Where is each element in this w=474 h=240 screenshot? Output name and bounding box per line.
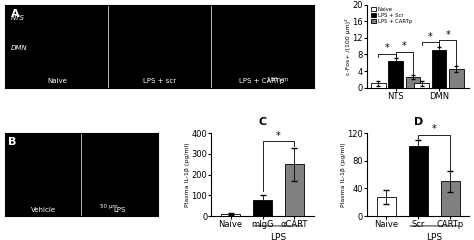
Bar — [253, 200, 272, 216]
Text: *: * — [385, 43, 390, 53]
Text: *: * — [445, 30, 450, 40]
Text: C: C — [258, 117, 266, 127]
Text: LPS: LPS — [426, 233, 442, 240]
Bar — [377, 197, 396, 216]
Bar — [388, 61, 403, 88]
Text: *: * — [402, 41, 407, 51]
Legend: Naive, LPS + Scr, LPS + CARTp: Naive, LPS + Scr, LPS + CARTp — [370, 6, 413, 25]
Text: LPS: LPS — [270, 233, 287, 240]
Text: *: * — [428, 32, 433, 42]
Text: 50 μm: 50 μm — [100, 204, 118, 209]
Bar — [221, 214, 240, 216]
Text: B: B — [8, 137, 16, 147]
Text: *: * — [276, 131, 281, 141]
Text: Naive: Naive — [47, 78, 67, 84]
Text: LPS + scr: LPS + scr — [143, 78, 176, 84]
Bar — [432, 50, 447, 88]
Text: NTS: NTS — [11, 15, 25, 21]
Bar — [406, 77, 420, 88]
Y-axis label: Plasma IL-1β (pg/ml): Plasma IL-1β (pg/ml) — [185, 142, 190, 207]
Text: 100 μm: 100 μm — [267, 77, 289, 82]
Text: Vehicle: Vehicle — [30, 207, 55, 213]
Bar — [414, 84, 429, 88]
Bar — [409, 146, 428, 216]
Text: D: D — [414, 117, 423, 127]
Bar — [371, 84, 386, 88]
Text: *: * — [432, 124, 437, 134]
Text: DMN: DMN — [11, 45, 27, 51]
Text: LPS + CARTp: LPS + CARTp — [238, 78, 283, 84]
Bar — [440, 181, 460, 216]
Bar — [285, 164, 304, 216]
Text: LPS: LPS — [113, 207, 126, 213]
Y-axis label: c-Fos+ /(100 μm)²: c-Fos+ /(100 μm)² — [345, 18, 351, 75]
Text: A: A — [11, 9, 19, 19]
Y-axis label: Plasma IL-1β (pg/ml): Plasma IL-1β (pg/ml) — [341, 142, 346, 207]
Bar — [449, 69, 464, 88]
